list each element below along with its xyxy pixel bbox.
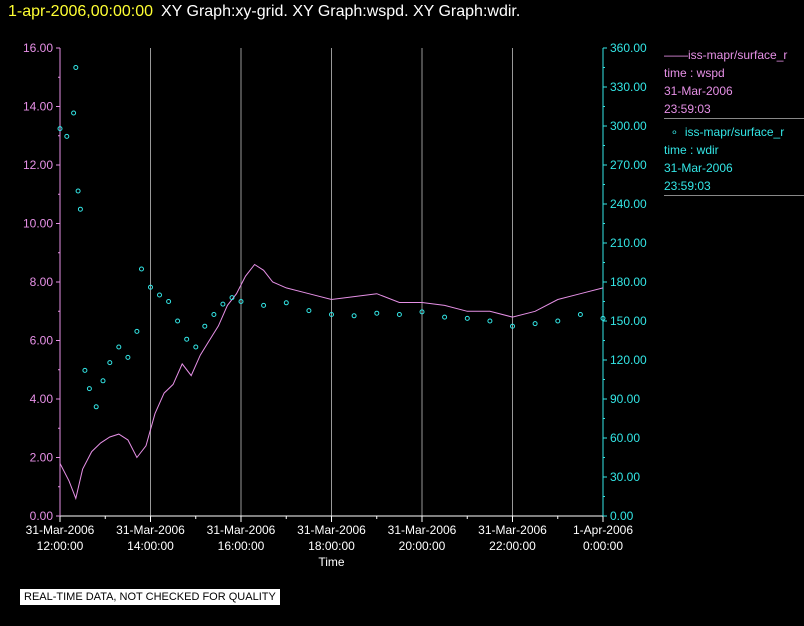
wdir-data-point	[283, 300, 289, 306]
legend-wdir-name: ∘ iss-mapr/surface_r	[664, 125, 785, 139]
wdir-data-point	[134, 328, 140, 334]
wdir-data-point	[166, 299, 172, 304]
x-tick-label: 14:00:00	[127, 539, 174, 553]
legend-wspd-name: ——iss-mapr/surface_r	[664, 48, 788, 62]
wdir-data-point	[193, 344, 199, 350]
x-tick-label: 31-Mar-2006	[26, 523, 95, 537]
x-tick-label: 31-Mar-2006	[297, 523, 366, 537]
x-tick-label: 0:00:00	[583, 539, 623, 553]
wdir-data-point	[229, 295, 235, 301]
legend-separator	[664, 118, 804, 119]
right-y-tick-label: 120.00	[610, 353, 647, 367]
legend-wdir-line1: time : wdir	[664, 143, 719, 157]
left-y-tick-label: 14.00	[23, 100, 53, 114]
wdir-data-point	[442, 314, 448, 320]
right-y-tick-label: 270.00	[610, 158, 647, 172]
right-y-tick-label: 300.00	[610, 119, 647, 133]
wdir-data-point	[600, 315, 606, 321]
right-y-tick-label: 0.00	[610, 509, 634, 523]
left-y-tick-label: 6.00	[30, 334, 54, 348]
legend-line-icon: ——	[664, 48, 688, 62]
x-tick-label: 31-Mar-2006	[388, 523, 457, 537]
left-y-tick-label: 8.00	[30, 275, 54, 289]
x-tick-label: 31-Mar-2006	[207, 523, 276, 537]
wdir-data-point	[139, 266, 144, 272]
wdir-data-point	[577, 312, 583, 317]
wdir-data-point	[107, 360, 113, 366]
wdir-data-point	[396, 312, 402, 317]
legend-wdir-line3: 23:59:03	[664, 179, 711, 193]
left-y-tick-label: 0.00	[30, 509, 54, 523]
wdir-data-point	[306, 308, 312, 314]
legend-wspd: ——iss-mapr/surface_r time : wspd 31-Mar-…	[664, 46, 804, 118]
wdir-data-point	[100, 378, 106, 384]
wdir-data-point	[211, 312, 217, 317]
wdir-data-point	[374, 310, 380, 316]
right-y-tick-label: 90.00	[610, 392, 640, 406]
wdir-data-point	[329, 312, 334, 317]
wdir-data-point	[202, 323, 208, 329]
right-y-tick-label: 180.00	[610, 275, 647, 289]
right-y-tick-label: 330.00	[610, 80, 647, 94]
wdir-data-point	[238, 299, 244, 304]
right-y-tick-label: 30.00	[610, 470, 640, 484]
x-tick-label: 12:00:00	[37, 539, 84, 553]
wdir-data-point	[419, 309, 425, 315]
wdir-data-point	[175, 318, 181, 324]
left-y-tick-label: 10.00	[23, 217, 53, 231]
x-tick-label: 18:00:00	[308, 539, 355, 553]
x-tick-label: 20:00:00	[399, 539, 446, 553]
legend-wspd-line2: 31-Mar-2006	[664, 84, 733, 98]
right-y-tick-label: 360.00	[610, 41, 647, 55]
legend-separator	[664, 195, 804, 196]
wdir-data-point	[57, 126, 63, 132]
graph-titles: XY Graph:xy-grid. XY Graph:wspd. XY Grap…	[161, 3, 521, 20]
x-tick-label: 16:00:00	[218, 539, 265, 553]
legend-wspd-line1: time : wspd	[664, 66, 725, 80]
x-tick-label: 31-Mar-2006	[116, 523, 185, 537]
legend-wdir-line2: 31-Mar-2006	[664, 161, 733, 175]
wdir-data-point	[532, 321, 538, 327]
wdir-data-point	[510, 323, 515, 329]
wdir-data-point	[77, 206, 83, 212]
right-y-tick-label: 60.00	[610, 431, 640, 445]
wdir-data-point	[73, 65, 79, 70]
wdir-data-point	[184, 336, 190, 342]
wdir-data-point	[487, 318, 493, 324]
wdir-data-point	[71, 110, 77, 116]
right-y-tick-label: 150.00	[610, 314, 647, 328]
wdir-data-point	[125, 354, 131, 360]
wdir-data-point	[64, 133, 70, 139]
legend-wspd-line3: 23:59:03	[664, 102, 711, 116]
legend: ——iss-mapr/surface_r time : wspd 31-Mar-…	[664, 46, 804, 200]
legend-marker-icon: ∘	[664, 125, 685, 139]
wdir-data-point	[148, 284, 153, 290]
left-y-tick-label: 12.00	[23, 158, 53, 172]
legend-wdir: ∘ iss-mapr/surface_r time : wdir 31-Mar-…	[664, 123, 804, 195]
wdir-data-point	[351, 313, 357, 319]
wdir-data-point	[116, 344, 122, 350]
header: 1-apr-2006,00:00:00 XY Graph:xy-grid. XY …	[8, 3, 520, 21]
right-y-tick-label: 210.00	[610, 236, 647, 250]
wdir-data-point	[82, 367, 88, 373]
timestamp: 1-apr-2006,00:00:00	[8, 3, 153, 20]
x-tick-label: 1-Apr-2006	[573, 523, 633, 537]
x-tick-label: 31-Mar-2006	[478, 523, 547, 537]
wdir-data-point	[93, 404, 99, 410]
wdir-data-point	[75, 188, 81, 194]
quality-note: REAL-TIME DATA, NOT CHECKED FOR QUALITY	[20, 589, 280, 605]
wdir-data-point	[261, 302, 267, 308]
left-y-tick-label: 4.00	[30, 392, 54, 406]
right-y-tick-label: 240.00	[610, 197, 647, 211]
left-y-tick-label: 16.00	[23, 41, 53, 55]
wdir-data-point	[220, 301, 226, 307]
wdir-data-point	[157, 292, 162, 298]
x-axis-label: Time	[318, 555, 345, 569]
wdir-data-point	[555, 318, 561, 324]
x-tick-label: 22:00:00	[489, 539, 536, 553]
wdir-data-point	[464, 315, 470, 321]
left-y-tick-label: 2.00	[30, 451, 54, 465]
wdir-data-point	[86, 386, 92, 392]
